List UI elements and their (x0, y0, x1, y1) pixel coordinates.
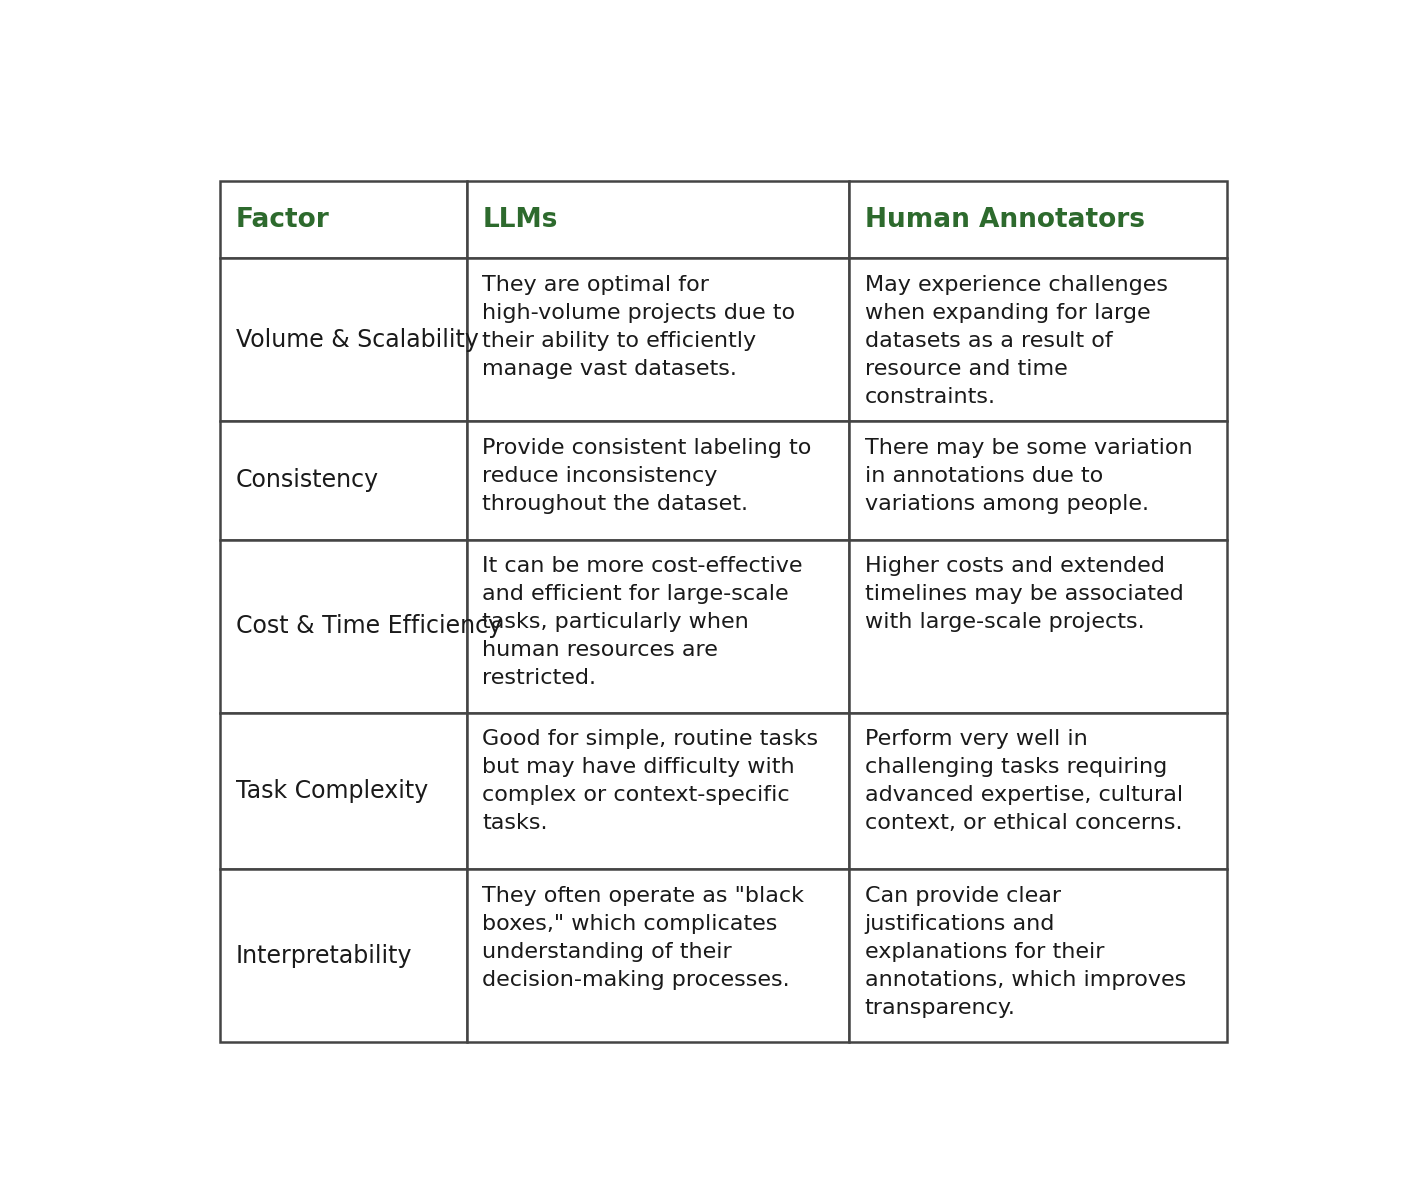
Text: They often operate as "black
boxes," which complicates
understanding of their
de: They often operate as "black boxes," whi… (483, 886, 805, 989)
Bar (850, 421, 1227, 540)
Text: May experience challenges
when expanding for large
datasets as a result of
resou: May experience challenges when expanding… (864, 275, 1168, 407)
Bar (850, 869, 1227, 1042)
Bar (220, 182, 467, 258)
Text: Consistency: Consistency (236, 469, 378, 493)
Text: Higher costs and extended
timelines may be associated
with large-scale projects.: Higher costs and extended timelines may … (864, 557, 1183, 632)
Bar (467, 869, 850, 1042)
Text: Cost & Time Efficiency: Cost & Time Efficiency (236, 614, 501, 638)
Text: Good for simple, routine tasks
but may have difficulty with
complex or context-s: Good for simple, routine tasks but may h… (483, 730, 819, 833)
Bar (220, 421, 467, 540)
Bar (467, 713, 850, 869)
Bar (220, 258, 467, 421)
Bar (850, 540, 1227, 713)
Bar (850, 258, 1227, 421)
Bar (220, 540, 467, 713)
Text: It can be more cost-effective
and efficient for large-scale
tasks, particularly : It can be more cost-effective and effici… (483, 557, 803, 689)
Text: LLMs: LLMs (483, 207, 558, 233)
Bar (850, 713, 1227, 869)
Bar (850, 182, 1227, 258)
Text: There may be some variation
in annotations due to
variations among people.: There may be some variation in annotatio… (864, 438, 1193, 513)
Text: Task Complexity: Task Complexity (236, 779, 428, 803)
Bar (467, 182, 850, 258)
Text: Volume & Scalability: Volume & Scalability (236, 328, 479, 352)
Text: Perform very well in
challenging tasks requiring
advanced expertise, cultural
co: Perform very well in challenging tasks r… (864, 730, 1183, 833)
Text: Can provide clear
justifications and
explanations for their
annotations, which i: Can provide clear justifications and exp… (864, 886, 1186, 1018)
Bar (220, 869, 467, 1042)
Bar (220, 713, 467, 869)
Text: Interpretability: Interpretability (236, 944, 412, 968)
Bar (467, 421, 850, 540)
Text: Human Annotators: Human Annotators (864, 207, 1145, 233)
Text: Factor: Factor (236, 207, 329, 233)
Bar (467, 540, 850, 713)
Text: They are optimal for
high-volume projects due to
their ability to efficiently
ma: They are optimal for high-volume project… (483, 275, 795, 379)
Bar (467, 258, 850, 421)
Text: Provide consistent labeling to
reduce inconsistency
throughout the dataset.: Provide consistent labeling to reduce in… (483, 438, 812, 513)
